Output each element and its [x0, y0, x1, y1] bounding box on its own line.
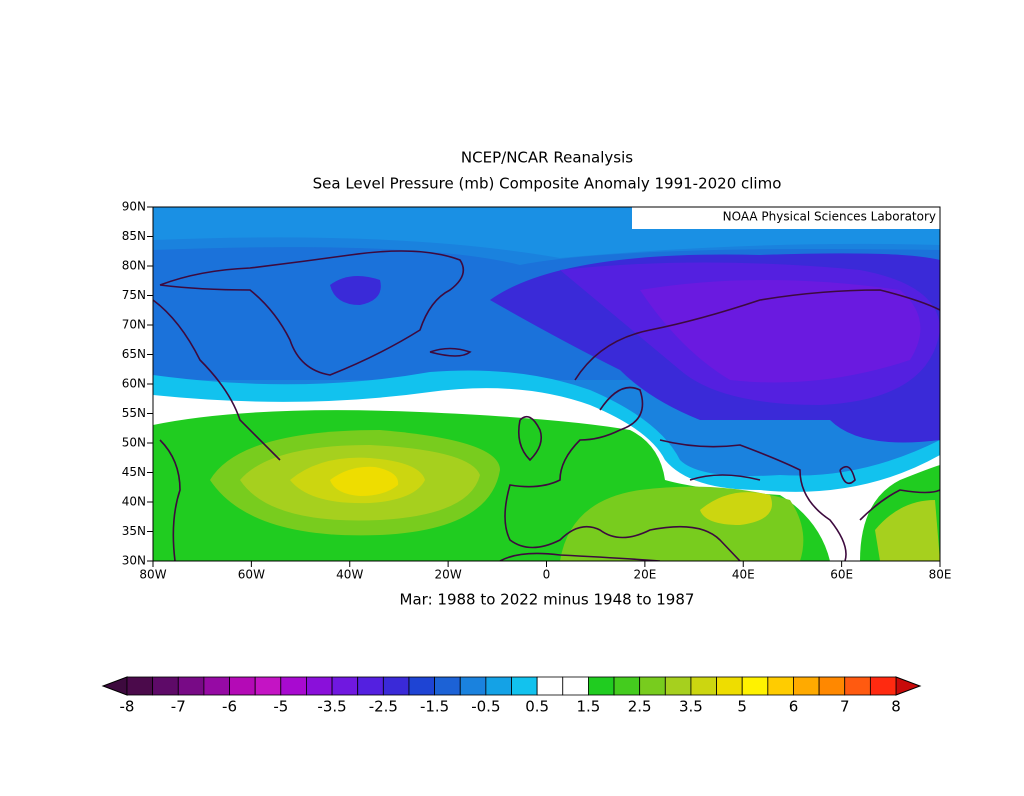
- colorbar-box: [664, 676, 692, 696]
- colorbar-label: 2.5: [628, 698, 652, 716]
- colorbar-box: [331, 676, 359, 696]
- colorbar-box: [177, 676, 205, 696]
- lon-tick-label: 80E: [929, 568, 952, 582]
- lat-tick-label: 50N: [122, 436, 146, 450]
- title-line: NCEP/NCAR Reanalysis: [461, 149, 633, 167]
- colorbar-label: 6: [789, 698, 799, 716]
- colorbar-box: [434, 676, 461, 696]
- colorbar-box: [382, 676, 410, 696]
- colorbar-label: -0.5: [471, 698, 500, 716]
- lat-tick-label: 85N: [122, 229, 146, 243]
- colorbar-box: [562, 676, 589, 696]
- lat-tick-label: 75N: [122, 288, 146, 302]
- colorbar: -8 -7 -6 -5 -3.5 -2.5 -1.5 -0.5 0.5 1.5 2.5 3.5 5 6 7 8: [101, 676, 922, 716]
- colorbar-label: 8: [891, 698, 901, 716]
- colorbar-label: -8: [120, 698, 135, 716]
- colorbar-label: -3.5: [317, 698, 346, 716]
- lat-tick-label: 55N: [122, 406, 146, 420]
- colorbar-box: [459, 676, 487, 696]
- lon-tick-label: 60W: [238, 568, 265, 582]
- colorbar-label: 1.5: [576, 698, 600, 716]
- lat-tick-label: 35N: [122, 524, 146, 538]
- lat-tick-label: 45N: [122, 465, 146, 479]
- colorbar-box: [152, 676, 179, 696]
- title-line: Sea Level Pressure (mb) Composite Anomal…: [313, 175, 782, 193]
- colorbar-box: [126, 676, 154, 696]
- colorbar-arrow: [895, 676, 922, 696]
- coastline: [159, 250, 465, 376]
- colorbar-box: [818, 676, 846, 696]
- colorbar-box: [280, 676, 307, 696]
- colorbar-label: 5: [737, 698, 747, 716]
- colorbar-box: [203, 676, 230, 696]
- credit-box: [632, 207, 940, 229]
- colorbar-box: [639, 676, 666, 696]
- colorbar-box: [254, 676, 282, 696]
- field-region: [330, 466, 399, 496]
- colorbar-arrow: [101, 676, 128, 696]
- axis-ticks: 90N85N80N75N70N65N60N55N50N45N40N35N30N8…: [122, 200, 952, 582]
- lat-tick-label: 80N: [122, 259, 146, 273]
- field-region: [640, 280, 921, 383]
- colorbar-label: 7: [840, 698, 850, 716]
- colorbar-label: -2.5: [369, 698, 398, 716]
- lon-tick-label: 40E: [732, 568, 755, 582]
- colorbar-label: -6: [222, 698, 237, 716]
- colorbar-box: [767, 676, 794, 696]
- colorbar-box: [716, 676, 743, 696]
- colorbar-label: 0.5: [525, 698, 549, 716]
- field-region: [700, 492, 772, 525]
- lon-tick-label: 80W: [139, 568, 166, 582]
- colorbar-box: [844, 676, 871, 696]
- colorbar-box: [536, 676, 564, 696]
- credit: NOAA Physical Sciences Laboratory: [723, 210, 936, 224]
- colorbar-box: [357, 676, 384, 696]
- coastline: [429, 347, 472, 357]
- colorbar-box: [408, 676, 436, 696]
- field-region: [330, 276, 381, 305]
- lon-tick-label: 0: [543, 568, 551, 582]
- lat-tick-label: 90N: [122, 200, 146, 214]
- colorbar-box: [485, 676, 512, 696]
- colorbar-box: [690, 676, 717, 696]
- colorbar-box: [741, 676, 769, 696]
- colorbar-box: [793, 676, 820, 696]
- colorbar-label: 3.5: [679, 698, 703, 716]
- coastline: [517, 415, 543, 462]
- lat-tick-label: 60N: [122, 377, 146, 391]
- field-region: [875, 500, 940, 561]
- lon-tick-label: 40W: [336, 568, 363, 582]
- colorbar-box: [869, 676, 897, 696]
- lat-tick-label: 30N: [122, 554, 146, 568]
- colorbar-box: [511, 676, 538, 696]
- lon-tick-label: 60E: [830, 568, 853, 582]
- colorbar-box: [306, 676, 333, 696]
- coastline: [153, 299, 281, 561]
- coastline: [504, 289, 940, 561]
- colorbar-label: -5: [273, 698, 288, 716]
- colorbar-label: -7: [171, 698, 186, 716]
- colorbar-box: [613, 676, 641, 696]
- lat-tick-label: 40N: [122, 495, 146, 509]
- colorbar-box: [229, 676, 256, 696]
- caption: Mar: 1988 to 2022 minus 1948 to 1987: [400, 591, 695, 609]
- coastline: [659, 439, 940, 561]
- colorbar-label: -1.5: [420, 698, 449, 716]
- coastline: [499, 552, 661, 561]
- lat-tick-label: 70N: [122, 318, 146, 332]
- map-field: [153, 207, 940, 561]
- lon-tick-label: 20W: [435, 568, 462, 582]
- lon-tick-label: 20E: [633, 568, 656, 582]
- colorbar-box: [588, 676, 615, 696]
- lat-tick-label: 65N: [122, 347, 146, 361]
